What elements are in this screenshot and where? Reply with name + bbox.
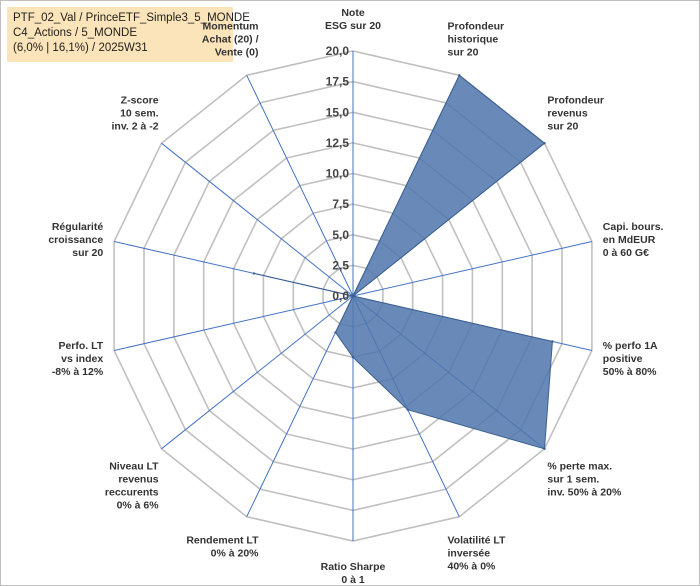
axis-label-7: Ratio Sharpe 0 à 1 <box>321 561 386 585</box>
axis-label-9: Niveau LT revenus reccurents 0% à 6% <box>105 461 159 512</box>
axis-label-text-0: Note ESG sur 20 <box>325 7 381 32</box>
axis-label-text-7: Ratio Sharpe 0 à 1 <box>321 561 386 585</box>
data-point-2 <box>543 142 546 145</box>
axis-label-2: Profondeur revenus sur 20 <box>547 95 604 133</box>
tick-layer: 0,0 2,5 5,0 7,5 10,0 12,5 15,0 17,5 20,0 <box>326 44 350 303</box>
data-point-8 <box>334 331 337 334</box>
spoke-12 <box>161 142 354 297</box>
spoke-13 <box>246 75 354 297</box>
header-line-3: (6,0% | 16,1%) / 2025W31 <box>13 42 148 54</box>
axis-label-text-2: Profondeur revenus sur 20 <box>547 95 604 133</box>
spoke-9 <box>161 295 354 450</box>
chart-header: PTF_02_Val / PrinceETF_Simple3_5_MONDE C… <box>7 7 250 62</box>
axis-label-layer: Note ESG sur 20 Profondeur historique sur 20… <box>48 7 663 585</box>
tick-label-3: 7,5 <box>332 197 349 211</box>
series-area-0 <box>253 74 553 450</box>
axis-label-10: Perfo. LT vs index -8% à 12% <box>52 340 104 378</box>
axis-label-text-5: % perte max. sur 1 sem. inv. 50% à 20% <box>547 461 622 499</box>
axis-label-0: Note ESG sur 20 <box>325 7 381 32</box>
axis-label-text-11: Régularité croissance sur 20 <box>48 221 103 259</box>
axis-label-text-8: Rendement LT 0% à 20% <box>186 535 259 560</box>
axis-label-1: Profondeur historique sur 20 <box>448 20 505 58</box>
tick-label-6: 15,0 <box>326 105 350 119</box>
axis-label-8: Rendement LT 0% à 20% <box>186 535 259 560</box>
axis-label-3: Capi. bours. en MdEUR 0 à 60 G€ <box>603 221 664 259</box>
axis-label-6: Volatilité LT inversée 40% à 0% <box>448 535 507 573</box>
data-point-6 <box>406 408 409 411</box>
axis-label-text-13: Momentum Achat (20) / Vente (0) <box>202 20 259 58</box>
axis-label-text-4: % perfo 1A positive 50% à 80% <box>603 340 658 378</box>
data-point-13 <box>351 294 355 298</box>
axis-label-text-12: Z-score 10 sem. inv. 2 à -2 <box>112 95 159 133</box>
axis-label-text-1: Profondeur historique sur 20 <box>448 20 505 58</box>
tick-label-8: 20,0 <box>326 44 350 58</box>
series-layer <box>252 74 554 450</box>
header-line-1: PTF_02_Val / PrinceETF_Simple3_5_MONDE <box>13 12 250 24</box>
axis-label-11: Régularité croissance sur 20 <box>48 221 103 259</box>
tick-label-1: 2,5 <box>332 258 349 272</box>
axis-label-text-6: Volatilité LT inversée 40% à 0% <box>448 535 507 573</box>
data-point-5 <box>543 447 546 450</box>
tick-label-4: 10,0 <box>326 167 350 181</box>
axis-label-13: Momentum Achat (20) / Vente (0) <box>202 20 259 58</box>
axis-label-text-3: Capi. bours. en MdEUR 0 à 60 G€ <box>603 221 664 259</box>
axis-label-12: Z-score 10 sem. inv. 2 à -2 <box>112 95 159 133</box>
tick-label-5: 12,5 <box>326 136 350 150</box>
axis-label-text-9: Niveau LT revenus reccurents 0% à 6% <box>105 461 159 512</box>
header-line-2: C4_Actions / 5_MONDE <box>13 27 137 39</box>
tick-label-7: 17,5 <box>326 75 350 89</box>
axis-label-text-10: Perfo. LT vs index -8% à 12% <box>52 340 104 378</box>
data-point-4 <box>551 340 554 343</box>
tick-label-2: 5,0 <box>332 228 349 242</box>
data-point-11 <box>252 272 256 275</box>
data-point-1 <box>458 74 461 77</box>
spoke-3 <box>352 241 593 297</box>
axis-label-4: % perfo 1A positive 50% à 80% <box>603 340 658 378</box>
data-point-7 <box>351 356 355 359</box>
axis-label-5: % perte max. sur 1 sem. inv. 50% à 20% <box>547 461 622 499</box>
spoke-10 <box>113 295 354 351</box>
tick-label-0: 0,0 <box>332 289 349 303</box>
